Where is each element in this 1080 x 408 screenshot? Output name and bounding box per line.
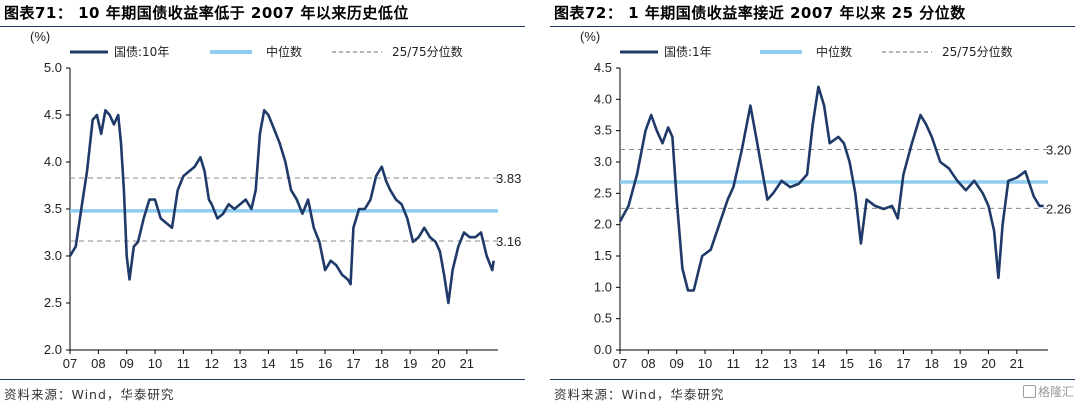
x-tick-label: 19 [403,356,417,371]
x-tick-label: 09 [119,356,133,371]
y-tick-label: 4.5 [44,107,62,122]
x-tick-label: 17 [896,356,910,371]
x-tick-label: 15 [840,356,854,371]
x-tick-label: 09 [669,356,683,371]
y-tick-label: 1.0 [594,279,612,294]
annotation-lower-quartile: 3.16 [496,234,521,249]
x-tick-label: 17 [346,356,360,371]
legend-label-main: 国债:1年 [664,45,712,59]
legend-label-median: 中位数 [816,44,852,59]
y-tick-label: 4.0 [594,91,612,106]
title-rule [0,26,525,27]
y-tick-label: 4.5 [594,60,612,75]
x-tick-label: 15 [290,356,304,371]
legend-label-quartile: 25/75分位数 [942,44,1013,59]
series-line-main [68,109,495,305]
y-tick-label: 0.0 [594,342,612,357]
y-tick-label: 2.0 [594,217,612,232]
watermark-text: 格隆汇 [1037,385,1074,399]
y-tick-label: 3.0 [44,248,62,263]
x-tick-label: 10 [698,356,712,371]
x-tick-label: 10 [148,356,162,371]
x-tick-label: 07 [613,356,627,371]
y-axis-label: (%) [580,29,600,44]
annotation-lower-quartile: 2.26 [1046,201,1071,216]
y-tick-label: 3.5 [594,123,612,138]
line-chart-1y: (%) 国债:1年 中位数 25/75分位数 0.0 0.5 1.0 1.5 2.0 2.5 3.0… [580,29,1071,371]
y-tick-label: 3.5 [44,201,62,216]
chart-panel-1y: 图表72： 1 年期国债收益率接近 2007 年以来 25 分位数 (%) 国债:… [550,0,1080,408]
x-tick-label: 19 [953,356,967,371]
chart-title: 图表71： 10 年期国债收益率低于 2007 年以来历史低位 [4,4,409,22]
x-tick-label: 11 [177,356,191,371]
bottom-rule [0,379,525,380]
x-tick-label: 16 [318,356,332,371]
y-tick-label: 0.5 [594,311,612,326]
x-tick-label: 21 [1010,356,1024,371]
y-tick-label: 1.5 [594,248,612,263]
legend-label-quartile: 25/75分位数 [392,44,463,59]
x-tick-label: 18 [375,356,389,371]
watermark: 格隆汇 [1022,383,1074,400]
x-tick-label: 18 [925,356,939,371]
y-tick-label: 2.5 [594,185,612,200]
y-tick-label: 3.0 [594,154,612,169]
legend-label-main: 国债:10年 [114,45,169,59]
y-axis-label: (%) [30,29,50,44]
source-note: 资料来源：Wind，华泰研究 [4,387,175,402]
series-line-main [618,85,1044,292]
x-tick-label: 13 [233,356,247,371]
source-note: 资料来源：Wind，华泰研究 [554,387,725,402]
legend-label-median: 中位数 [266,44,302,59]
x-tick-label: 20 [431,356,445,371]
y-tick-label: 4.0 [44,154,62,169]
bottom-rule [550,379,1075,380]
x-tick-label: 14 [261,356,275,371]
x-tick-label: 12 [204,356,218,371]
x-tick-label: 14 [811,356,825,371]
x-tick-label: 08 [641,356,655,371]
x-tick-label: 07 [63,356,77,371]
chart-title: 图表72： 1 年期国债收益率接近 2007 年以来 25 分位数 [554,4,966,22]
x-tick-label: 11 [727,356,741,371]
x-tick-label: 16 [868,356,882,371]
line-chart-10y: (%) 国债:10年 中位数 25/75分位数 2.0 2.5 3.0 3.5 4.0 4.5 5.… [30,29,521,371]
annotation-upper-quartile: 3.83 [496,171,521,186]
watermark-logo-icon [1022,385,1036,398]
y-tick-label: 2.5 [44,295,62,310]
x-tick-label: 21 [460,356,474,371]
y-tick-label: 5.0 [44,60,62,75]
x-tick-label: 12 [754,356,768,371]
title-rule [550,26,1075,27]
annotation-upper-quartile: 3.20 [1046,142,1071,157]
x-tick-label: 08 [91,356,105,371]
chart-panel-10y: 图表71： 10 年期国债收益率低于 2007 年以来历史低位 (%) 国债:10… [0,0,530,408]
x-tick-label: 20 [981,356,995,371]
x-tick-label: 13 [783,356,797,371]
y-tick-label: 2.0 [44,342,62,357]
